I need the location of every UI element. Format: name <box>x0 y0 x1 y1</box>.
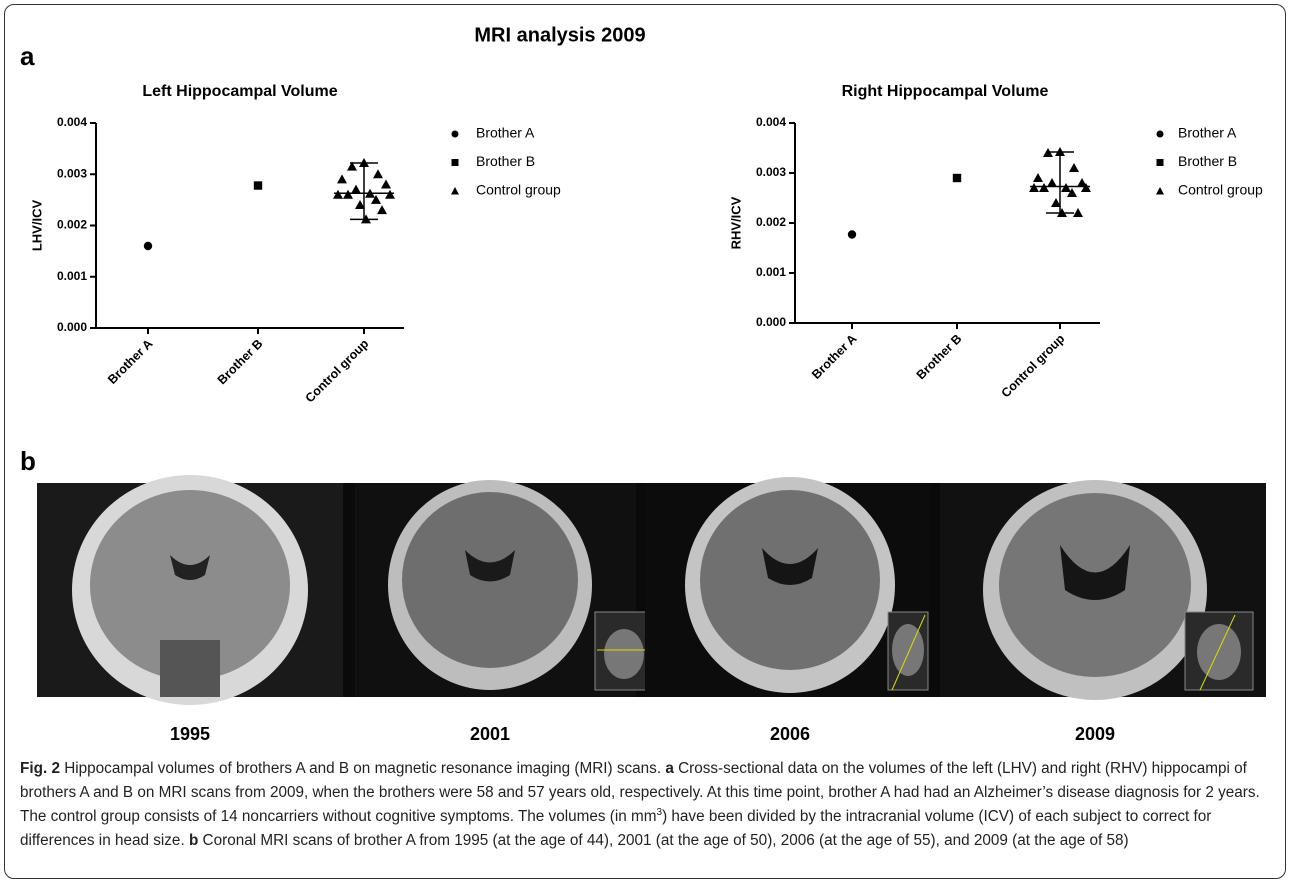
legend-label: Control group <box>1178 182 1263 198</box>
x-tick-label: Control group <box>999 331 1068 400</box>
scan-year: 2006 <box>770 724 810 744</box>
y-tick-label: 0.001 <box>756 265 786 279</box>
data-point <box>373 169 383 178</box>
legend-marker <box>1157 159 1164 166</box>
figure: MRI analysis 2009 a b <box>0 0 1292 750</box>
chart-title: Left Hippocampal Volume <box>142 83 337 100</box>
panel-label: b <box>20 446 36 476</box>
x-tick-label: Control group <box>303 336 372 405</box>
data-point <box>1061 183 1071 192</box>
data-point <box>333 190 343 199</box>
caption: Fig. 2 Hippocampal volumes of brothers A… <box>20 757 1275 853</box>
mri-strip <box>37 475 1266 705</box>
page: MRI analysis 2009 a b <box>0 0 1292 885</box>
chart-title: Right Hippocampal Volume <box>842 83 1049 100</box>
y-tick-label: 0.000 <box>756 315 786 329</box>
data-point <box>144 242 152 250</box>
data-point <box>953 174 961 182</box>
y-tick-label: 0.002 <box>756 215 786 229</box>
data-point <box>381 180 391 189</box>
y-axis-label: RHV/ICV <box>728 196 743 249</box>
x-tick-label: Brother A <box>105 337 155 387</box>
panel-label: a <box>20 41 35 71</box>
legend-label: Brother A <box>1178 125 1237 141</box>
legend-marker <box>452 131 459 138</box>
caption-text: Hippocampal volumes of brothers A and B … <box>60 760 665 777</box>
y-tick-label: 0.003 <box>756 165 786 179</box>
caption-text: b <box>189 832 198 849</box>
y-axis-label: LHV/ICV <box>29 200 44 252</box>
figure-title: MRI analysis 2009 <box>474 24 645 46</box>
data-point <box>1039 183 1049 192</box>
data-point <box>848 230 856 238</box>
y-tick-label: 0.000 <box>57 320 87 334</box>
data-point <box>1073 208 1083 217</box>
x-tick-label: Brother A <box>809 332 859 382</box>
y-tick-label: 0.001 <box>57 269 87 283</box>
x-tick-label: Brother B <box>914 332 965 383</box>
mri-image <box>940 480 1266 700</box>
legend-marker <box>451 187 459 195</box>
scan-year: 1995 <box>170 724 210 744</box>
y-tick-label: 0.002 <box>57 218 87 232</box>
legend-marker <box>452 159 459 166</box>
data-point <box>254 181 262 189</box>
scan-year: 2001 <box>470 724 510 744</box>
y-tick-label: 0.003 <box>57 166 87 180</box>
legend-marker <box>1156 187 1164 195</box>
data-point <box>385 190 395 199</box>
x-tick-label: Brother B <box>215 337 266 388</box>
data-point <box>1033 173 1043 182</box>
data-point <box>343 190 353 199</box>
data-point <box>1069 163 1079 172</box>
legend-label: Brother A <box>476 125 535 141</box>
scan-year: 2009 <box>1075 724 1115 744</box>
data-point <box>377 205 387 214</box>
data-point <box>1047 178 1057 187</box>
mri-image <box>645 477 930 697</box>
legend-marker <box>1157 131 1164 138</box>
legend-label: Control group <box>476 182 561 198</box>
y-tick-label: 0.004 <box>756 115 786 129</box>
y-tick-label: 0.004 <box>57 115 87 129</box>
data-point <box>337 174 347 183</box>
caption-text: Fig. 2 <box>20 760 60 777</box>
caption-text: Coronal MRI scans of brother A from 1995… <box>198 832 1128 849</box>
legend-label: Brother B <box>1178 153 1237 169</box>
mri-image <box>37 475 343 705</box>
legend-label: Brother B <box>476 153 535 169</box>
mri-image <box>355 480 653 697</box>
data-point <box>351 185 361 194</box>
caption-text: a <box>665 760 674 777</box>
data-point <box>1029 183 1039 192</box>
